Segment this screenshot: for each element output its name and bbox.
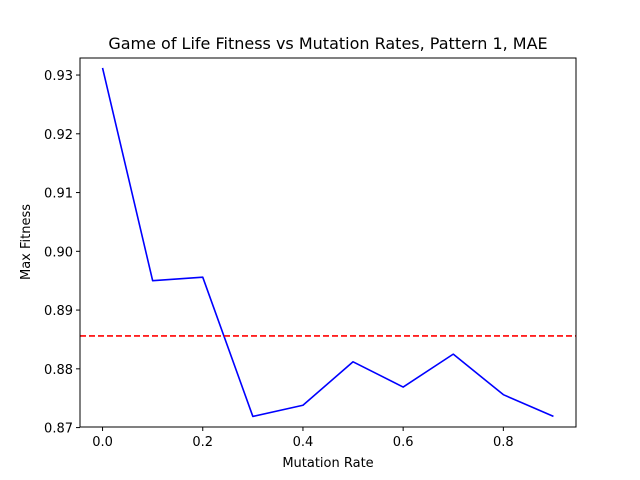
data-point: [553, 416, 555, 418]
data-point: [302, 404, 304, 406]
plot-area: [80, 67, 576, 418]
series-line: [101, 67, 554, 418]
y-tick-label: 0.87: [44, 422, 73, 437]
x-tick-label: 0.8: [493, 435, 514, 450]
x-tick-label: 0.6: [393, 435, 414, 450]
chart-title: Game of Life Fitness vs Mutation Rates, …: [108, 34, 547, 53]
y-tick-label: 0.88: [44, 363, 73, 378]
y-axis: 0.87 0.88 0.89 0.90 0.91 0.92 0.93: [44, 69, 80, 437]
plot-frame: [79, 57, 577, 428]
x-tick-label: 0.2: [192, 435, 213, 450]
data-point: [452, 353, 454, 355]
y-tick-label: 0.90: [44, 245, 73, 260]
x-tick-label: 0.0: [92, 435, 113, 450]
y-tick-label: 0.92: [44, 128, 73, 143]
y-axis-title: Max Fitness: [19, 204, 34, 280]
y-tick-label: 0.91: [44, 187, 73, 202]
data-point: [402, 386, 404, 388]
x-tick-label: 0.4: [293, 435, 314, 450]
data-point: [503, 394, 505, 396]
data-point: [152, 280, 154, 282]
data-point: [252, 416, 254, 418]
x-axis-title: Mutation Rate: [282, 456, 373, 471]
data-point: [352, 361, 354, 363]
data-point: [102, 67, 104, 69]
y-tick-label: 0.89: [44, 304, 73, 319]
data-point: [202, 276, 204, 278]
y-tick-label: 0.93: [44, 69, 73, 84]
x-axis: 0.0 0.2 0.4 0.6 0.8: [92, 427, 514, 450]
